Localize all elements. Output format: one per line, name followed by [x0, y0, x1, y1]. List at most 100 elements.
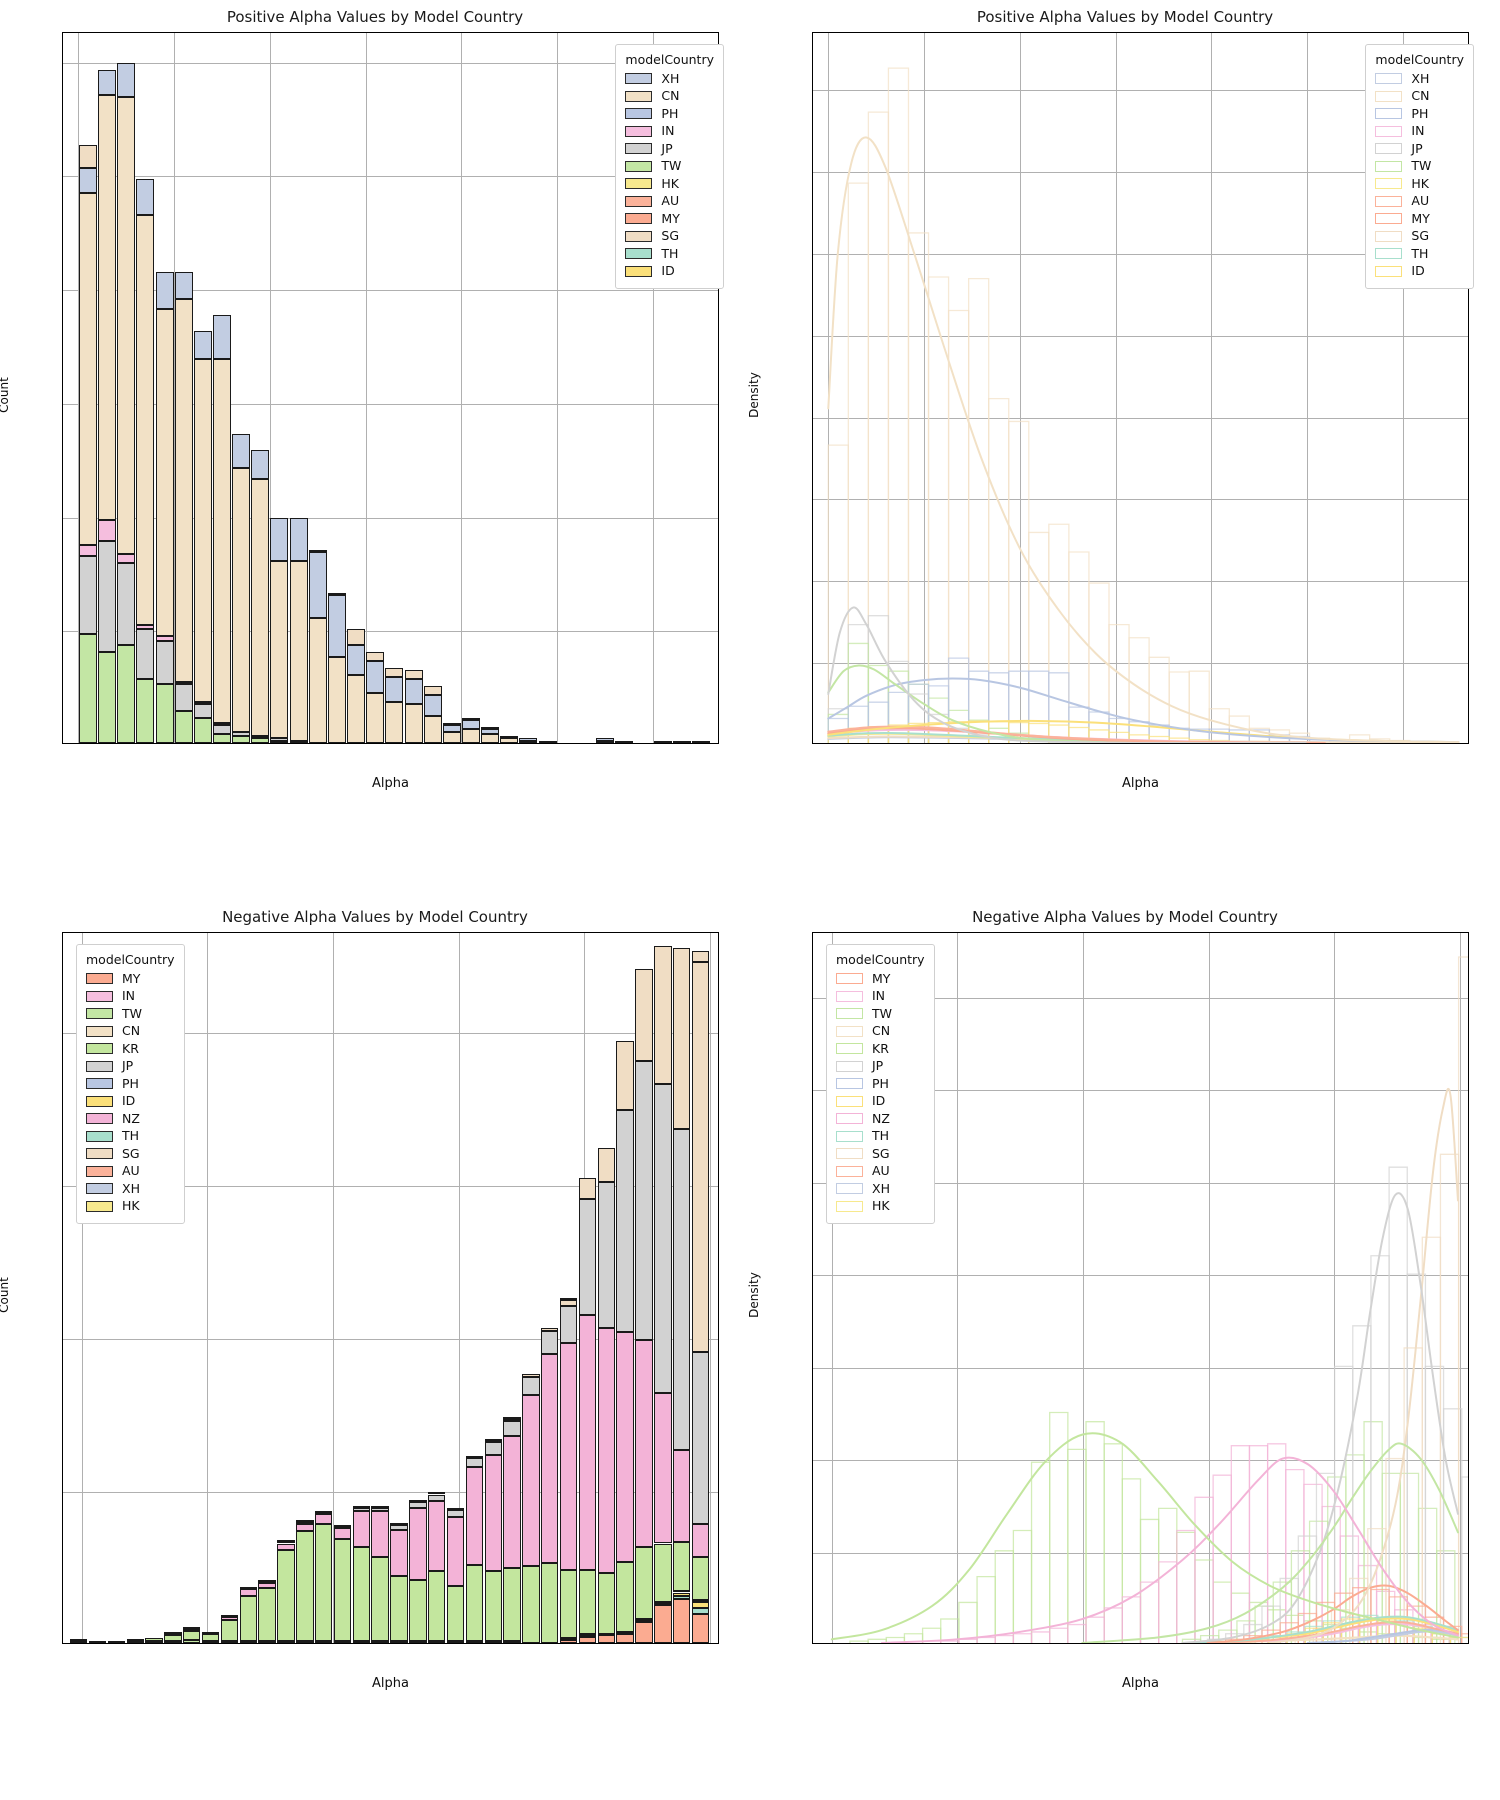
table-row [352, 1506, 371, 1643]
table-row [366, 652, 385, 743]
legend-item-AU[interactable]: AU [836, 1163, 925, 1181]
gridline-vertical [1211, 33, 1213, 743]
legend-item-JP[interactable]: JP [836, 1058, 925, 1076]
legend-item-PH[interactable]: PH [625, 105, 714, 123]
legend-item-TW[interactable]: TW [1375, 158, 1464, 176]
legend-item-SG[interactable]: SG [836, 1145, 925, 1163]
hist-outline-KR [1176, 1531, 1196, 1643]
gridline-horizontal [63, 1491, 718, 1493]
bar-segment-CN [78, 192, 97, 546]
legend-item-SG[interactable]: SG [86, 1145, 175, 1163]
legend-item-NZ[interactable]: NZ [86, 1110, 175, 1128]
legend-item-TH[interactable]: TH [625, 245, 714, 263]
bar-segment-NZ [352, 1511, 371, 1547]
hist-outline-CN [988, 397, 1010, 743]
bar-segment-JP [98, 540, 117, 653]
legend-item-TH[interactable]: TH [836, 1128, 925, 1146]
legend-item-IN[interactable]: IN [86, 988, 175, 1006]
gridline-vertical [1334, 933, 1336, 1643]
legend-item-MY[interactable]: MY [625, 210, 714, 228]
x-tick-mark [174, 743, 175, 744]
legend-item-SG[interactable]: SG [625, 228, 714, 246]
legend-item-JP[interactable]: JP [1375, 140, 1464, 158]
x-tick-mark [584, 1643, 585, 1644]
bar-segment-CN [442, 731, 461, 743]
table-row [220, 1614, 239, 1643]
legend-top-left[interactable]: modelCountry XH CN PH IN JP TW HK AU MY SG TH ID [615, 44, 724, 289]
table-row [347, 629, 366, 743]
legend-item-SG[interactable]: SG [1375, 228, 1464, 246]
bar-segment-NZ [296, 1523, 314, 1532]
legend-top-right[interactable]: modelCountry XH CN PH IN JP TW HK AU MY SG TH ID [1365, 44, 1474, 289]
legend-label: XH [872, 1180, 890, 1196]
legend-item-HK[interactable]: HK [625, 175, 714, 193]
legend-bottom-left[interactable]: modelCountry MY IN TW CN KR JP PH ID NZ TH SG AU XH H… [76, 944, 185, 1224]
bar-segment-TW [446, 1641, 465, 1643]
bar-segment-TW [212, 733, 231, 743]
legend-item-HK[interactable]: HK [86, 1198, 175, 1216]
bar-segment-IN [155, 636, 174, 641]
legend-label: TH [122, 1128, 140, 1143]
legend-item-CN[interactable]: CN [625, 88, 714, 106]
legend-item-ID[interactable]: ID [836, 1093, 925, 1111]
legend-item-HK[interactable]: HK [836, 1198, 925, 1216]
legend-item-XH[interactable]: XH [86, 1180, 175, 1198]
bar-segment-SG [541, 1327, 559, 1331]
kde-curve-TW [827, 664, 1212, 743]
hist-outline-NZ [1248, 1445, 1269, 1643]
bar-segment-JP [277, 1541, 295, 1544]
panel-bottom-left: Negative Alpha Values by Model Country −… [0, 900, 750, 1800]
legend-item-CN[interactable]: CN [836, 1023, 925, 1041]
hist-outline-CN [847, 182, 870, 743]
legend-item-CN[interactable]: CN [1375, 88, 1464, 106]
legend-item-PH[interactable]: PH [86, 1075, 175, 1093]
legend-item-XH[interactable]: XH [836, 1180, 925, 1198]
legend-item-ID[interactable]: ID [1375, 263, 1464, 281]
legend-item-TW[interactable]: TW [625, 158, 714, 176]
legend-item-IN[interactable]: IN [625, 123, 714, 141]
legend-title: modelCountry [1375, 52, 1464, 67]
table-row [117, 62, 136, 743]
legend-item-TH[interactable]: TH [1375, 245, 1464, 263]
legend-item-JP[interactable]: JP [86, 1058, 175, 1076]
bar-segment-XH [155, 272, 174, 309]
legend-item-MY[interactable]: MY [1375, 210, 1464, 228]
bar-segment-XH [212, 315, 231, 359]
legend-item-AU[interactable]: AU [1375, 193, 1464, 211]
legend-swatch-HK [625, 178, 653, 190]
legend-item-AU[interactable]: AU [86, 1163, 175, 1181]
legend-item-TW[interactable]: TW [836, 1005, 925, 1023]
bar-segment-TW [88, 1641, 107, 1643]
legend-item-AU[interactable]: AU [625, 193, 714, 211]
bar-segment-TW [296, 1641, 314, 1643]
legend-item-ID[interactable]: ID [86, 1093, 175, 1111]
legend-item-HK[interactable]: HK [1375, 175, 1464, 193]
legend-item-KR[interactable]: KR [836, 1040, 925, 1058]
legend-item-MY[interactable]: MY [86, 970, 175, 988]
legend-item-PH[interactable]: PH [1375, 105, 1464, 123]
bar-segment-JP [503, 1421, 521, 1437]
legend-item-IN[interactable]: IN [1375, 123, 1464, 141]
hist-outline-PH [1008, 670, 1030, 743]
legend-item-XH[interactable]: XH [1375, 70, 1464, 88]
legend-item-IN[interactable]: IN [836, 988, 925, 1006]
table-row [296, 1520, 314, 1643]
table-row [201, 1631, 220, 1643]
legend-item-ID[interactable]: ID [625, 263, 714, 281]
table-row [314, 1510, 333, 1643]
bar-segment-TW [672, 1590, 691, 1593]
legend-item-MY[interactable]: MY [836, 970, 925, 988]
legend-bottom-right[interactable]: modelCountry MY IN TW CN KR JP PH ID NZ TH SG AU XH H… [826, 944, 935, 1224]
legend-item-KR[interactable]: KR [86, 1040, 175, 1058]
legend-item-CN[interactable]: CN [86, 1023, 175, 1041]
bar-segment-CN [308, 617, 327, 743]
table-row [277, 1539, 295, 1643]
legend-item-TH[interactable]: TH [86, 1128, 175, 1146]
legend-item-TW[interactable]: TW [86, 1005, 175, 1023]
legend-item-JP[interactable]: JP [625, 140, 714, 158]
legend-item-PH[interactable]: PH [836, 1075, 925, 1093]
hist-outline-CN [1188, 670, 1210, 743]
legend-item-XH[interactable]: XH [625, 70, 714, 88]
bar-segment-XH [596, 738, 615, 741]
legend-item-NZ[interactable]: NZ [836, 1110, 925, 1128]
